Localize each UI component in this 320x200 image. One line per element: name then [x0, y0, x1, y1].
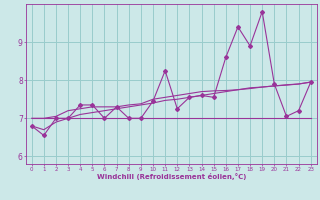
X-axis label: Windchill (Refroidissement éolien,°C): Windchill (Refroidissement éolien,°C) — [97, 173, 246, 180]
